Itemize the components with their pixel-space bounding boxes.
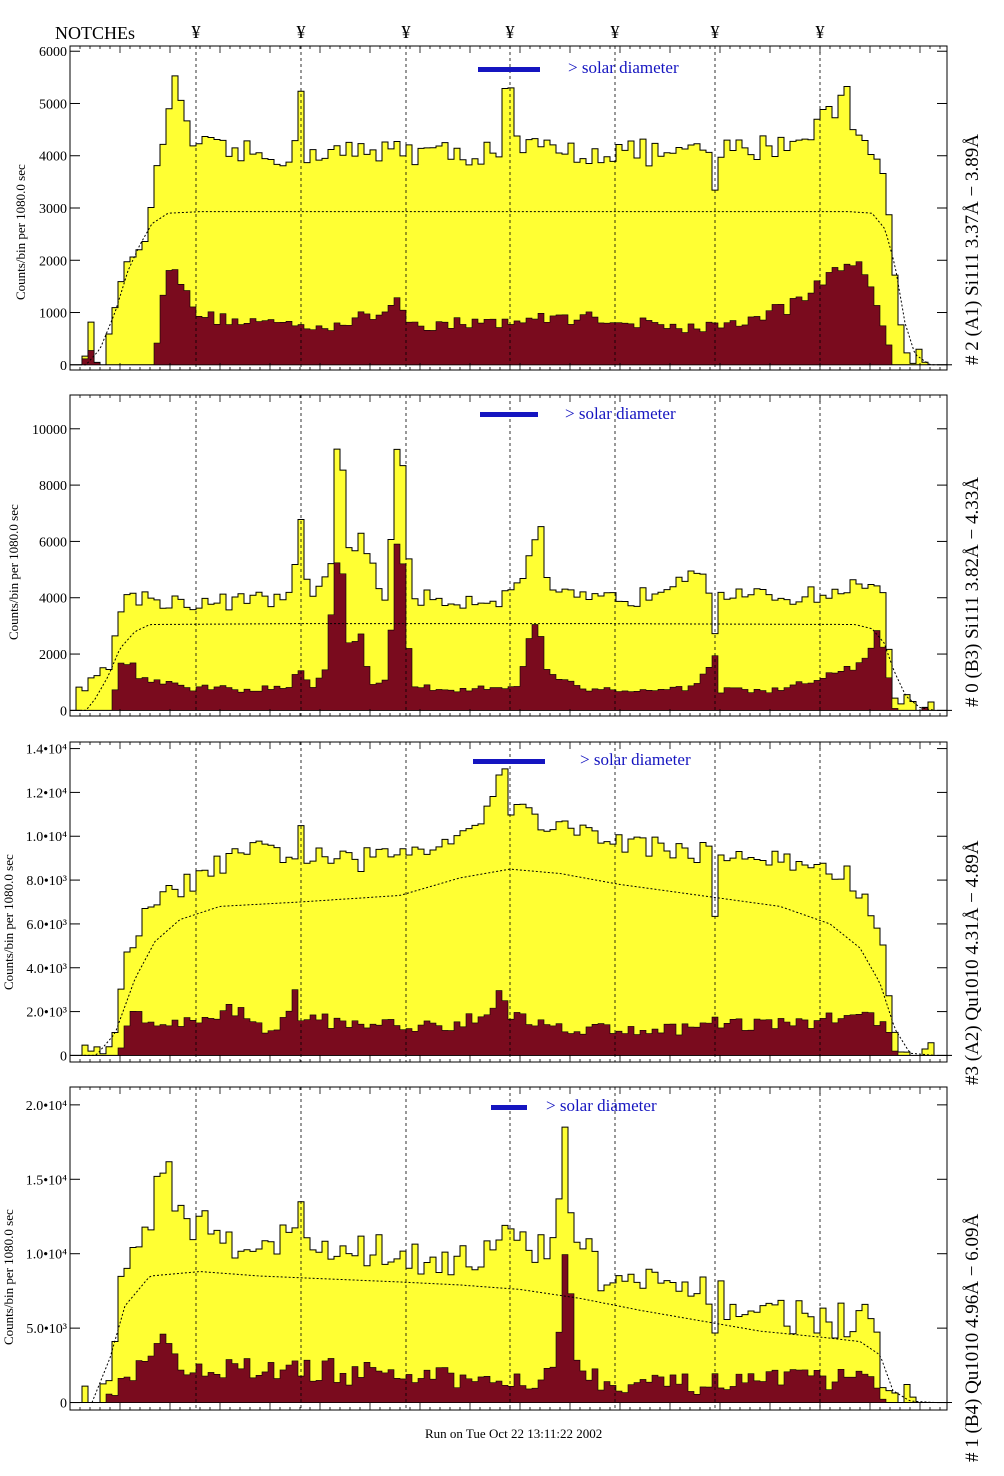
panel-3-y-tick-label: 0 (60, 1049, 67, 1064)
panel-3-ylabel: Counts/bin per 1080.0 sec (1, 854, 16, 990)
panel-4-y-tick-label: 0 (60, 1397, 67, 1412)
panel-2-y-tick-label: 4000 (39, 592, 67, 607)
panel-4: 0 5.0•10³ 1.0•10⁴ 1.5•10⁴ 2.0•10⁴ Counts/bin… (1, 1086, 983, 1462)
panel-3-y-tick-label: 4.0•10³ (26, 962, 67, 977)
panel-3-y-tick-label: 6.0•10³ (26, 918, 67, 933)
panel-2-y-tick-label: 6000 (39, 535, 67, 550)
panel-1-diameter-bar (478, 67, 540, 72)
notch-marker-3: ¥ (402, 22, 411, 42)
panel-4-title: # 1 (B4) Qu1010 4.96Å − 6.09Å (962, 1214, 983, 1462)
panel-2-y-tick-label: 0 (60, 704, 67, 719)
panel-1-y-tick-label: 2000 (39, 254, 67, 269)
panel-2-ylabel: Counts/bin per 1080.0 sec (6, 504, 21, 640)
panel-1-title: # 2 (A1) Si111 3.37Å − 3.89Å (962, 134, 983, 365)
panel-1: 0 1000 2000 3000 4000 5000 6000 Counts/bin per… (13, 45, 983, 374)
panel-3-legend-text: > solar diameter (580, 750, 691, 769)
panel-4-diameter-bar (491, 1105, 527, 1110)
notch-marker-6: ¥ (711, 22, 720, 42)
panel-2-y-tick-label: 8000 (39, 479, 67, 494)
panel-4-background-histogram (70, 1254, 952, 1403)
panel-4-y-tick-label: 2.0•10⁴ (26, 1099, 67, 1114)
panel-1-y-tick-label: 6000 (39, 45, 67, 60)
panel-2-diameter-bar (480, 412, 538, 417)
panel-1-background-histogram (70, 261, 952, 366)
panel-1-y-tick-label: 0 (60, 359, 67, 374)
notch-markers: ¥ ¥ ¥ ¥ ¥ ¥ ¥ (192, 22, 825, 42)
panel-4-ylabel: Counts/bin per 1080.0 sec (1, 1209, 16, 1345)
panel-2-total-counts-histogram (70, 448, 952, 711)
panel-2-data: 0 2000 4000 6000 8000 10000 (32, 394, 952, 719)
run-timestamp: Run on Tue Oct 22 13:11:22 2002 (425, 1426, 602, 1441)
panel-4-data: 0 5.0•10³ 1.0•10⁴ 1.5•10⁴ 2.0•10⁴ (26, 1086, 952, 1412)
panel-3: 0 2.0•10³ 4.0•10³ 6.0•10³ 8.0•10³ 1.0•10⁴ 1.2•… (1, 741, 983, 1085)
panel-3-title: #3 (A2) Qu1010 4.31Å − 4.89Å (962, 840, 983, 1085)
panel-4-frame (69, 1086, 948, 1411)
panel-3-frame (69, 741, 948, 1063)
panel-3-y-tick-label: 2.0•10³ (26, 1006, 67, 1021)
panel-3-diameter-bar (473, 759, 545, 764)
panel-1-y-tick-label: 3000 (39, 202, 67, 217)
panel-3-data: 0 2.0•10³ 4.0•10³ 6.0•10³ 8.0•10³ 1.0•10⁴ 1.2•… (26, 741, 952, 1064)
notch-marker-1: ¥ (192, 22, 201, 42)
panel-3-y-tick-label: 1.2•10⁴ (26, 786, 67, 801)
panel-1-total-counts-histogram (70, 75, 952, 366)
notch-marker-4: ¥ (506, 22, 515, 42)
panel-4-total-counts-histogram (70, 1126, 952, 1404)
panel-4-legend-text: > solar diameter (546, 1096, 657, 1115)
notch-marker-5: ¥ (611, 22, 620, 42)
panel-1-y-tick-label: 5000 (39, 97, 67, 112)
panel-1-y-tick-label: 1000 (39, 307, 67, 322)
panel-2: 0 2000 4000 6000 8000 10000 Counts/bin per 10… (6, 394, 983, 719)
notches-label: NOTCHEs (55, 23, 135, 43)
panel-4-y-tick-label: 1.0•10⁴ (26, 1248, 67, 1263)
panel-3-y-tick-label: 8.0•10³ (26, 874, 67, 889)
panel-1-model-curve (80, 211, 935, 366)
panel-2-legend-text: > solar diameter (565, 404, 676, 423)
panel-3-total-counts-histogram (70, 768, 952, 1056)
panel-3-background-histogram (70, 989, 952, 1056)
panel-2-frame (69, 394, 948, 717)
panel-2-y-tick-label: 2000 (39, 648, 67, 663)
panel-1-y-tick-label: 4000 (39, 150, 67, 165)
panel-2-y-tick-label: 10000 (32, 423, 67, 438)
panel-1-data: 0 1000 2000 3000 4000 5000 6000 (39, 45, 952, 374)
panel-2-background-histogram (70, 543, 952, 711)
panel-4-model-curve (80, 1271, 936, 1404)
panel-4-y-tick-label: 5.0•10³ (26, 1322, 67, 1337)
panel-1-ylabel: Counts/bin per 1080.0 sec (13, 164, 28, 300)
notch-marker-7: ¥ (816, 22, 825, 42)
notch-marker-2: ¥ (297, 22, 306, 42)
panel-3-y-tick-label: 1.0•10⁴ (26, 830, 67, 845)
panel-2-title: # 0 (B3) Si111 3.82Å − 4.33Å (962, 477, 983, 707)
panel-4-y-tick-label: 1.5•10⁴ (26, 1173, 67, 1188)
panel-1-legend-text: > solar diameter (568, 58, 679, 77)
panel-3-y-tick-label: 1.4•10⁴ (26, 743, 67, 758)
panel-2-model-curve (80, 623, 936, 711)
